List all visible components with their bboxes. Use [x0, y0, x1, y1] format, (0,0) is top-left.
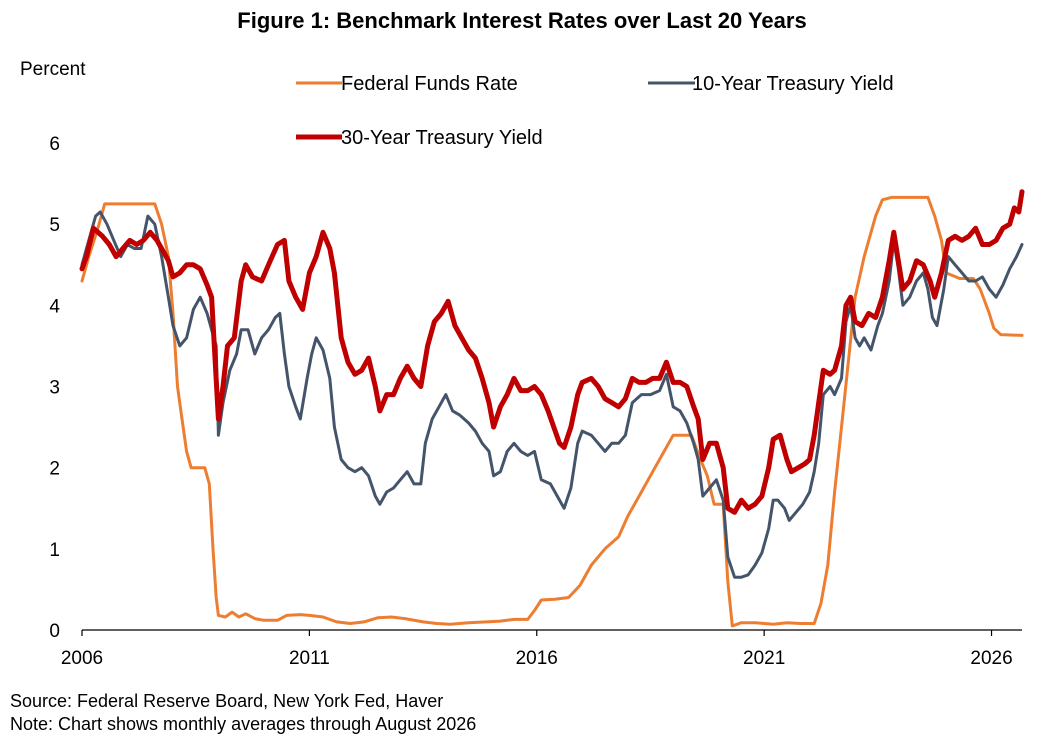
y-axis: 0 1 2 3 4 5 6 — [49, 134, 60, 642]
x-tick-label: 2011 — [289, 648, 330, 669]
x-tick-label: 2016 — [516, 648, 558, 669]
y-tick-label: 1 — [49, 540, 60, 561]
chart-footer: Source: Federal Reserve Board, New York … — [10, 690, 476, 736]
legend-item-federal-funds-rate: Federal Funds Rate — [296, 73, 518, 95]
legend-label-30-year-treasury-yield: 30-Year Treasury Yield — [341, 127, 543, 149]
y-tick-label: 3 — [49, 378, 60, 399]
series-line-10-year-treasury-yield — [80, 210, 1024, 579]
x-axis: 2006 2011 2016 2021 2026 — [61, 630, 1013, 669]
x-tick-label: 2006 — [61, 648, 103, 669]
legend-label-federal-funds-rate: Federal Funds Rate — [341, 73, 518, 95]
y-axis-label: Percent — [20, 59, 86, 80]
legend-item-10-year-treasury-yield: 10-Year Treasury Yield — [648, 73, 894, 95]
x-tick-label: 2021 — [743, 648, 785, 669]
series-line-30-year-treasury-yield — [79, 189, 1025, 515]
y-tick-label: 0 — [49, 621, 60, 642]
y-tick-label: 6 — [49, 134, 60, 155]
y-tick-label: 4 — [49, 296, 60, 317]
footnote: Note: Chart shows monthly averages throu… — [10, 714, 477, 734]
legend-label-10-year-treasury-yield: 10-Year Treasury Yield — [692, 73, 894, 95]
x-tick-label: 2026 — [970, 648, 1012, 669]
legend-item-30-year-treasury-yield: 30-Year Treasury Yield — [296, 127, 543, 149]
series-line-federal-funds-rate — [80, 195, 1024, 628]
chart-title: Figure 1: Benchmark Interest Rates over … — [237, 8, 807, 33]
y-tick-label: 2 — [49, 459, 60, 480]
source-note: Source: Federal Reserve Board, New York … — [10, 691, 444, 711]
legend: Federal Funds Rate 10-Year Treasury Yiel… — [296, 73, 894, 149]
series-layer — [79, 189, 1025, 628]
y-tick-label: 5 — [49, 215, 60, 236]
